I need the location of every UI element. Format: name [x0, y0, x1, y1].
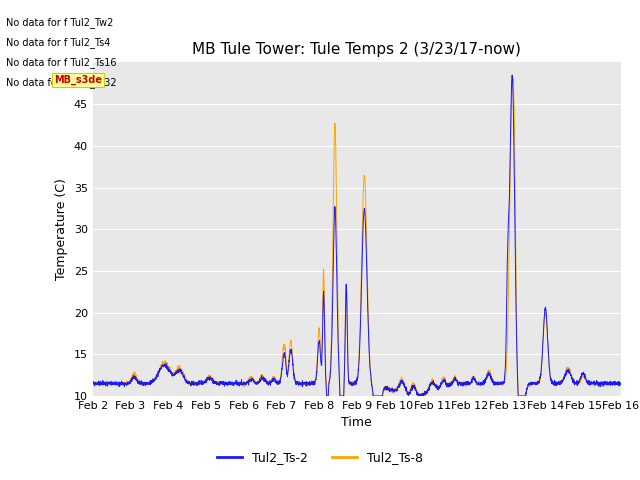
Y-axis label: Temperature (C): Temperature (C)	[55, 178, 68, 280]
Text: No data for f Tul2_Ts32: No data for f Tul2_Ts32	[6, 77, 117, 88]
X-axis label: Time: Time	[341, 417, 372, 430]
Title: MB Tule Tower: Tule Temps 2 (3/23/17-now): MB Tule Tower: Tule Temps 2 (3/23/17-now…	[193, 42, 521, 57]
Legend: Tul2_Ts-2, Tul2_Ts-8: Tul2_Ts-2, Tul2_Ts-8	[212, 446, 428, 469]
Text: No data for f Tul2_Tw2: No data for f Tul2_Tw2	[6, 17, 114, 28]
Text: MB_s3de: MB_s3de	[54, 75, 102, 85]
Text: No data for f Tul2_Ts16: No data for f Tul2_Ts16	[6, 57, 117, 68]
Text: No data for f Tul2_Ts4: No data for f Tul2_Ts4	[6, 37, 111, 48]
